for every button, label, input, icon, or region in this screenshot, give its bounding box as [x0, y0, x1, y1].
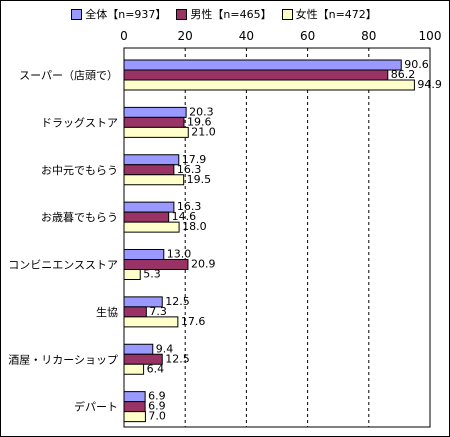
bar-4-series-0	[123, 249, 165, 260]
value-label-1-series-1: 19.6	[187, 115, 212, 128]
value-label-3-series-0: 16.3	[177, 200, 202, 213]
value-label-2-series-1: 16.3	[177, 163, 202, 176]
legend-item-series-0: 全体【n=937】	[71, 6, 166, 22]
bar-4-series-1	[123, 259, 189, 270]
legend-swatch-series-2	[281, 8, 293, 20]
x-tick-label-40: 40	[239, 29, 254, 43]
category-label-1: ドラッグストア	[41, 115, 118, 129]
bar-1-series-0	[123, 106, 187, 118]
value-label-1-series-0: 20.3	[189, 105, 214, 118]
plot-area	[123, 47, 431, 428]
bar-5-series-1	[123, 306, 147, 318]
value-label-2-series-0: 17.9	[182, 153, 207, 166]
bar-7-series-2	[123, 411, 146, 423]
legend-swatch-series-0	[71, 8, 83, 20]
bar-7-series-0	[123, 391, 146, 403]
value-label-6-series-1: 12.5	[165, 352, 190, 365]
bar-0-series-0	[123, 59, 402, 71]
legend-swatch-series-1	[176, 8, 188, 20]
value-label-5-series-2: 17.6	[181, 315, 206, 328]
value-label-0-series-2: 94.9	[417, 78, 442, 91]
value-label-3-series-2: 18.0	[182, 220, 207, 233]
legend-item-series-1: 男性【n=465】	[176, 6, 272, 22]
value-label-3-series-1: 14.6	[172, 210, 197, 223]
value-label-2-series-2: 19.5	[187, 173, 212, 186]
category-label-6: 酒屋・リカーショップ	[8, 353, 118, 366]
value-label-1-series-2: 21.0	[191, 125, 216, 138]
bar-7-series-1	[123, 401, 146, 413]
category-label-0: スーパー（店頭で）	[19, 68, 118, 82]
bar-1-series-2	[123, 126, 189, 138]
bar-3-series-0	[123, 201, 175, 213]
value-label-0-series-1: 86.2	[391, 68, 416, 81]
legend-label-series-0: 全体【n=937】	[85, 8, 167, 21]
value-label-7-series-1: 6.9	[148, 400, 166, 413]
x-tick-label-0: 0	[120, 29, 128, 43]
value-label-6-series-2: 6.4	[147, 362, 165, 375]
value-label-7-series-0: 6.9	[148, 390, 166, 403]
category-label-7: デパート	[74, 400, 118, 414]
bar-4-series-2	[123, 269, 141, 280]
bar-6-series-2	[123, 363, 145, 375]
bar-1-series-1	[123, 116, 185, 128]
category-label-4: コンビニエンスストア	[8, 259, 118, 272]
value-label-7-series-2: 7.0	[148, 410, 166, 423]
value-label-6-series-0: 9.4	[156, 342, 174, 355]
value-label-0-series-0: 90.6	[404, 58, 429, 71]
bar-2-series-1	[123, 164, 175, 176]
value-label-4-series-2: 5.3	[143, 268, 161, 281]
category-label-2: お中元でもらう	[41, 164, 118, 177]
x-tick-label-20: 20	[178, 29, 193, 43]
bar-0-series-1	[123, 69, 389, 81]
category-label-3: お歳暮でもらう	[41, 210, 118, 224]
bar-3-series-1	[123, 211, 170, 223]
legend-item-series-2: 女性【n=472】	[281, 6, 377, 22]
bar-6-series-0	[123, 343, 154, 355]
bar-3-series-2	[123, 221, 180, 233]
bar-5-series-2	[123, 316, 179, 328]
x-tick-label-60: 60	[300, 29, 315, 43]
legend-label-series-2: 女性【n=472】	[295, 8, 377, 21]
value-label-4-series-1: 20.9	[191, 258, 216, 271]
bar-2-series-2	[123, 174, 185, 186]
x-tick-label-100: 100	[419, 29, 442, 43]
value-label-5-series-1: 7.3	[149, 305, 167, 318]
legend-label-series-1: 男性【n=465】	[190, 8, 272, 21]
bar-0-series-2	[123, 79, 415, 91]
value-label-5-series-0: 12.5	[165, 295, 190, 308]
category-label-5: 生協	[96, 305, 118, 319]
value-label-4-series-0: 13.0	[167, 248, 192, 261]
legend: 全体【n=937】 男性【n=465】 女性【n=472】	[0, 6, 448, 22]
x-tick-label-80: 80	[361, 29, 376, 43]
bar-2-series-0	[123, 154, 180, 166]
